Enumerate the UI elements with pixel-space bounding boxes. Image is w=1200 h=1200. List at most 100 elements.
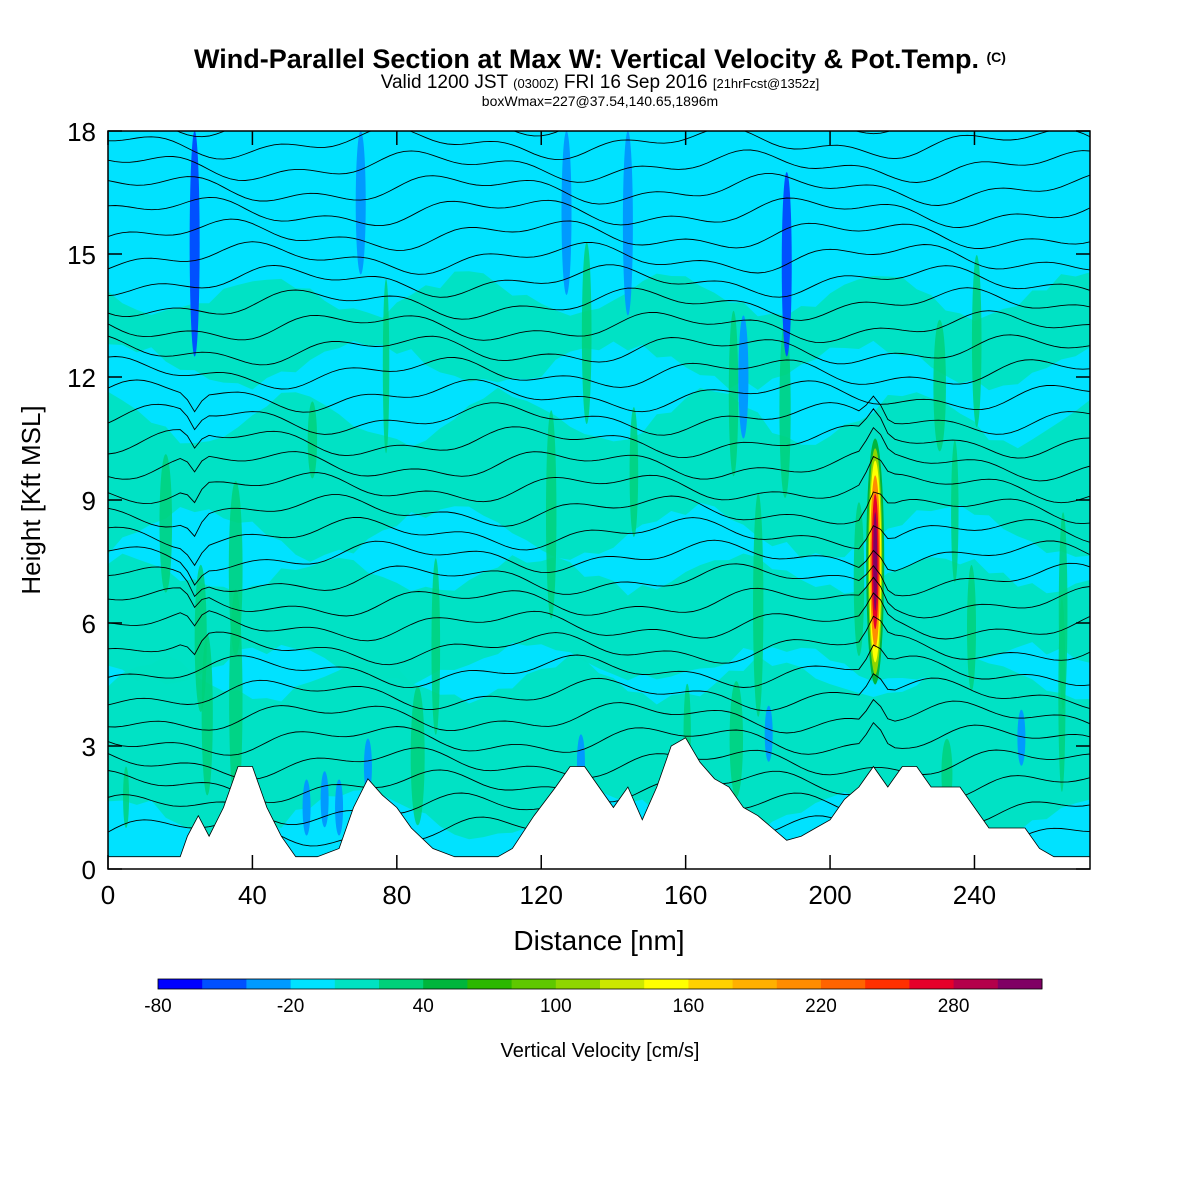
colorbar-tick-label: 100 — [540, 996, 572, 1017]
x-tick-label: 160 — [664, 880, 707, 910]
isentrope-line — [108, 576, 1090, 619]
y-tick-label: 9 — [82, 486, 96, 516]
x-tick-label: 0 — [101, 880, 115, 910]
colorbar-swatch — [423, 979, 468, 989]
plot-area — [108, 131, 1090, 869]
isentrope-line — [108, 426, 1090, 482]
updraft-core — [873, 512, 878, 611]
colorbar-swatch — [379, 979, 424, 989]
colorbar-tick-label: 220 — [805, 996, 837, 1017]
colorbar-tick-label: -20 — [277, 996, 304, 1017]
x-tick-label: 80 — [382, 880, 411, 910]
chart-title: Wind-Parallel Section at Max W: Vertical… — [194, 44, 1006, 74]
colorbar-swatch — [997, 979, 1043, 989]
isentrope-line — [108, 408, 1090, 459]
downdraft-streak — [363, 738, 372, 795]
updraft-streak — [545, 410, 557, 619]
colorbar-swatch — [467, 979, 513, 989]
downdraft-streak — [189, 131, 200, 357]
y-tick-label: 0 — [82, 855, 96, 885]
isentrope-line — [108, 379, 1090, 413]
colorbar-swatch — [158, 979, 203, 989]
isentrope-line — [108, 196, 1090, 228]
isentrope-line — [108, 310, 1090, 344]
isentrope-line — [108, 539, 1090, 586]
colorbar-tick-label: 280 — [938, 996, 970, 1017]
isentrope-line — [108, 673, 1090, 712]
colorbar-swatch — [600, 979, 645, 989]
updraft-streak — [853, 502, 865, 657]
downdraft-streak — [1017, 709, 1026, 766]
y-tick-label: 15 — [67, 240, 96, 270]
x-tick-label: 120 — [520, 880, 563, 910]
isentrope-line — [108, 562, 1090, 598]
updraft-streak — [307, 401, 318, 479]
colorbar-swatch — [732, 979, 778, 989]
colorbar-swatch — [644, 979, 689, 989]
isentrope-line — [108, 592, 1090, 642]
x-tick-label: 200 — [808, 880, 851, 910]
colorbar-title: Vertical Velocity [cm/s] — [501, 1040, 700, 1062]
downdraft-streak — [561, 131, 572, 295]
downdraft-streak — [355, 131, 366, 275]
colorbar-swatch — [290, 979, 336, 989]
downdraft-streak — [738, 315, 749, 439]
isentrope-line — [108, 747, 1090, 780]
isentrope-line — [108, 241, 1090, 275]
weak-updraft-band — [108, 271, 1090, 391]
isentrope-line — [108, 644, 1090, 689]
isentrope-line — [108, 173, 1090, 206]
y-tick-label: 18 — [67, 117, 96, 147]
colorbar-swatch — [776, 979, 822, 989]
colorbar-swatch — [688, 979, 734, 989]
downdraft-streak — [320, 771, 329, 828]
y-tick-label: 3 — [82, 732, 96, 762]
y-tick-label: 6 — [82, 609, 96, 639]
colorbar-swatch — [511, 979, 557, 989]
updraft-streak — [123, 766, 130, 828]
updraft-streak — [967, 565, 976, 691]
isentrope-line — [108, 264, 1090, 298]
isentrope-line — [108, 698, 1090, 734]
x-tick-label: 40 — [238, 880, 267, 910]
y-axis-label: Height [Kft MSL] — [16, 405, 46, 594]
colorbar-tick-label: 40 — [413, 996, 434, 1017]
isentrope-line — [108, 516, 1090, 567]
updraft-streak — [431, 558, 441, 735]
isentrope-line — [108, 615, 1090, 666]
chart-subtitle: Valid 1200 JST (0300Z) FRI 16 Sep 2016 [… — [380, 72, 820, 93]
colorbar-swatch — [202, 979, 247, 989]
updraft-streak — [779, 320, 791, 498]
colorbar-swatch — [821, 979, 866, 989]
isentrope-line — [108, 334, 1090, 366]
updraft-streak — [728, 310, 739, 477]
colorbar-swatch — [246, 979, 292, 989]
isentrope-line — [108, 356, 1090, 390]
updraft-streak — [194, 564, 207, 712]
isentrope-line — [108, 149, 1090, 183]
colorbar-tick-label: 160 — [673, 996, 705, 1017]
colorbar-tick-label: -80 — [144, 996, 171, 1017]
isentrope-line — [108, 131, 1090, 161]
updraft-streak — [410, 686, 425, 826]
isentrope-line — [108, 395, 1090, 436]
downdraft-streak — [764, 705, 773, 762]
updraft-streak — [951, 440, 959, 583]
updraft-streak — [159, 454, 173, 593]
updraft-streak — [753, 493, 764, 717]
isentrope-line — [108, 491, 1090, 538]
x-tick-label: 240 — [953, 880, 996, 910]
isentrope-line — [108, 455, 1090, 505]
weak-updraft-band — [108, 387, 1090, 562]
y-tick-label: 12 — [67, 363, 96, 393]
updraft-streak — [729, 681, 744, 798]
isentrope-line — [108, 287, 1090, 321]
colorbar-swatch — [909, 979, 955, 989]
colorbar-swatch — [865, 979, 910, 989]
downdraft-streak — [302, 779, 311, 836]
colorbar-swatch — [555, 979, 601, 989]
terrain — [108, 737, 1090, 869]
weak-updraft-band — [108, 654, 1090, 842]
updraft-streak — [971, 254, 982, 428]
